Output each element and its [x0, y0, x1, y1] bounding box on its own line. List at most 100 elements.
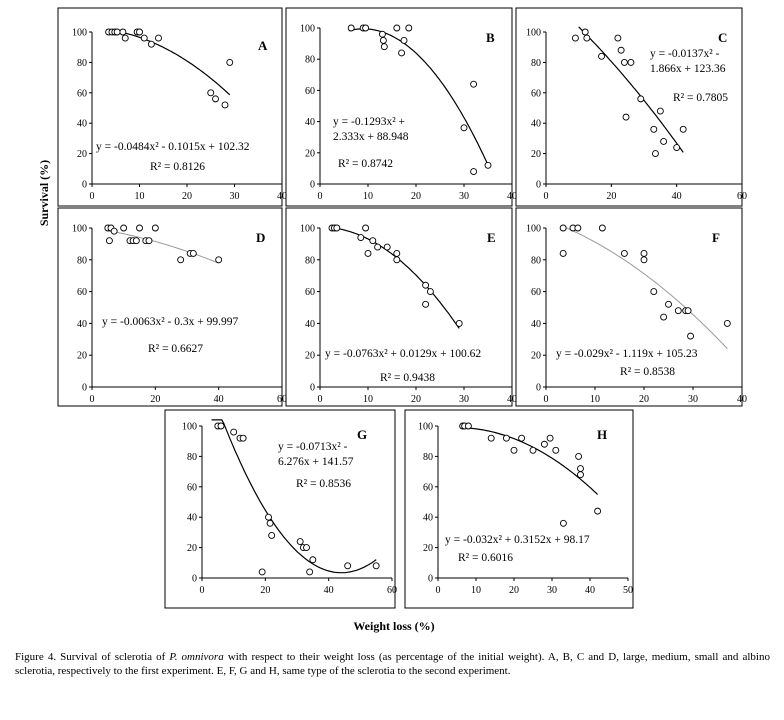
y-tick-label-f: 60 [531, 287, 541, 298]
data-point-f [559, 224, 567, 232]
data-point-h [502, 434, 510, 442]
equation-a: y = -0.0484x² - 0.1015x + 102.32 [96, 141, 250, 153]
plot-c: 0 20 40 60 80 100 0 20 40 60 y = -0.0137x² - 1.866x… [526, 26, 747, 202]
data-point-e [357, 234, 365, 241]
r-squared-c: R² = 0.7805 [673, 92, 728, 104]
data-point-e [364, 249, 372, 257]
x-tick-label-e: 20 [411, 394, 421, 405]
equation-g: 6.276x + 141.57 [278, 456, 354, 468]
y-tick-label-g: 100 [182, 422, 197, 433]
x-tick-label-f: 0 [544, 394, 549, 405]
data-point-a [147, 40, 155, 48]
y-tick-label-h: 100 [418, 422, 433, 433]
data-point-g [296, 538, 304, 545]
y-tick-label-a: 40 [77, 119, 87, 130]
data-point-b [393, 24, 401, 32]
data-point-a [140, 34, 148, 42]
x-tick-label-f: 30 [688, 394, 698, 405]
x-tick-label-h: 50 [623, 585, 633, 596]
data-point-h [487, 434, 495, 442]
data-point-g [265, 513, 272, 521]
x-tick-label-b: 30 [459, 191, 469, 202]
plot-e: 0 20 40 60 80 100 0 10 20 30 40 y = -0.0763x² + 0.0… [300, 224, 517, 406]
data-point-c [581, 28, 589, 36]
data-point-c [627, 58, 635, 66]
panel-label-h: H [597, 427, 607, 442]
panel-label-e: E [487, 230, 496, 245]
y-tick-label-d: 60 [77, 287, 87, 298]
x-tick-label-e: 10 [363, 394, 373, 405]
data-point-d [189, 249, 197, 257]
data-point-h [575, 452, 583, 460]
y-tick-label-c: 0 [536, 180, 541, 191]
x-tick-label-h: 40 [585, 585, 595, 596]
x-tick-label-f: 20 [639, 394, 649, 405]
trendline-h [460, 427, 599, 495]
trendline-e [329, 226, 460, 329]
data-point-c [673, 144, 681, 151]
r-squared-g: R² = 0.8536 [296, 478, 351, 490]
y-tick-label-h: 80 [423, 452, 433, 463]
y-tick-label-b: 60 [305, 86, 315, 97]
y-tick-label-d: 20 [77, 351, 87, 362]
figure-caption: Figure 4. Survival of sclerotia of P. om… [15, 650, 770, 678]
panel-frame-d [57, 207, 283, 407]
y-tick-label-g: 80 [187, 452, 197, 463]
data-point-c [571, 34, 579, 42]
y-tick-label-b: 0 [310, 180, 315, 191]
y-tick-label-a: 80 [77, 58, 87, 69]
x-tick-label-a: 30 [230, 191, 240, 202]
data-point-f [660, 313, 668, 321]
equation-e: y = -0.0763x² + 0.0129x + 100.62 [325, 348, 481, 360]
r-squared-h: R² = 0.6016 [458, 552, 513, 564]
x-tick-label-c: 60 [737, 191, 747, 202]
data-point-c [637, 95, 645, 103]
data-point-e [393, 249, 401, 257]
data-point-c [651, 150, 659, 158]
panel-frame-f [515, 207, 743, 407]
data-point-d [136, 224, 143, 232]
x-tick-label-d: 0 [90, 394, 95, 405]
data-point-d [132, 237, 140, 245]
y-tick-label-f: 40 [531, 319, 541, 330]
panel-label-b: B [486, 30, 495, 45]
y-tick-label-g: 0 [192, 574, 197, 585]
panel-frame-c [515, 7, 743, 207]
data-point-f [559, 249, 567, 257]
panel-frame-a [57, 7, 283, 207]
x-tick-label-g: 60 [387, 585, 397, 596]
y-tick-label-d: 0 [82, 383, 87, 394]
x-tick-label-a: 0 [90, 191, 95, 202]
panel-frame-b [285, 7, 513, 207]
data-point-c [650, 125, 658, 133]
equation-f: y = -0.029x² - 1.119x + 105.23 [556, 348, 698, 360]
data-point-h [577, 471, 584, 479]
x-tick-label-g: 40 [324, 585, 334, 596]
data-point-c [620, 58, 628, 66]
x-tick-label-c: 0 [544, 191, 549, 202]
trendline-a [106, 29, 231, 96]
data-point-c [617, 46, 625, 54]
data-point-c [656, 107, 664, 115]
data-point-b [379, 37, 387, 44]
data-point-h [518, 434, 526, 442]
y-tick-label-a: 20 [77, 149, 87, 160]
data-point-g [217, 422, 225, 430]
x-tick-label-e: 40 [507, 394, 517, 405]
y-tick-label-b: 40 [305, 117, 315, 128]
x-tick-label-e: 30 [459, 394, 469, 405]
r-squared-d: R² = 0.6627 [148, 343, 203, 355]
x-axis-label: Weight loss (%) [353, 619, 434, 633]
x-tick-label-b: 20 [411, 191, 421, 202]
r-squared-f: R² = 0.8538 [620, 366, 675, 378]
data-point-f [674, 307, 682, 315]
data-point-b [398, 49, 406, 57]
data-point-d [110, 227, 118, 235]
equation-g: y = -0.0713x² - [278, 441, 348, 453]
data-point-h [594, 507, 602, 515]
plot-a: 0 20 40 60 80 100 0 10 20 30 40 y = -0.0484x² - 0.1… [72, 28, 287, 203]
y-tick-label-a: 60 [77, 88, 87, 99]
data-point-f [665, 300, 672, 308]
data-point-b [484, 161, 492, 169]
data-point-c [598, 52, 605, 60]
